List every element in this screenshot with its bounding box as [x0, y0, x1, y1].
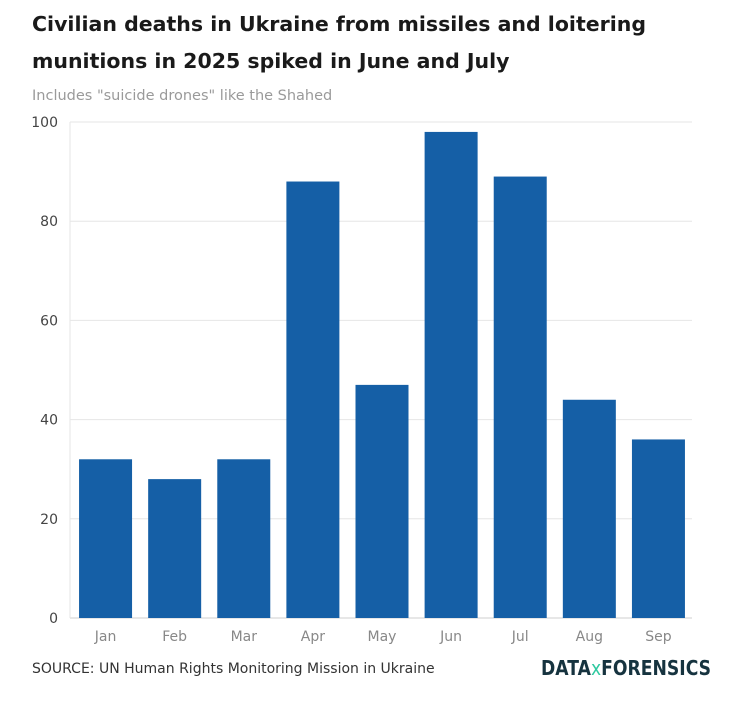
x-tick-label: Jun	[439, 629, 462, 645]
y-tick-label: 40	[40, 413, 58, 429]
x-tick-label: Mar	[231, 629, 258, 645]
chart-title: Civilian deaths in Ukraine from missiles…	[32, 12, 647, 73]
data-forensics-logo: DATAxFORENSICS	[541, 656, 712, 680]
y-tick-label: 20	[40, 512, 58, 528]
y-tick-label: 80	[40, 214, 58, 230]
x-tick-label: Apr	[301, 629, 325, 645]
y-tick-label: 100	[31, 115, 58, 131]
bar-apr	[286, 181, 340, 618]
bar-jun	[424, 131, 478, 619]
y-tick-label: 0	[49, 611, 58, 627]
x-tick-label: Jan	[94, 629, 117, 645]
y-tick-label: 60	[40, 313, 58, 329]
x-tick-label: Aug	[576, 629, 603, 645]
x-tick-label: Sep	[645, 629, 672, 645]
bar-jul	[493, 176, 547, 618]
x-tick-label: May	[368, 629, 397, 645]
bar-jan	[79, 459, 133, 618]
bar-sep	[631, 439, 685, 618]
bar-aug	[562, 399, 616, 618]
chart-subtitle: Includes "suicide drones" like the Shahe…	[32, 88, 333, 104]
x-tick-label: Feb	[162, 629, 187, 645]
source-note: SOURCE: UN Human Rights Monitoring Missi…	[32, 661, 435, 677]
bar-mar	[217, 459, 271, 618]
bar-may	[355, 384, 409, 618]
bar-feb	[148, 479, 202, 618]
x-tick-label: Jul	[511, 629, 529, 645]
